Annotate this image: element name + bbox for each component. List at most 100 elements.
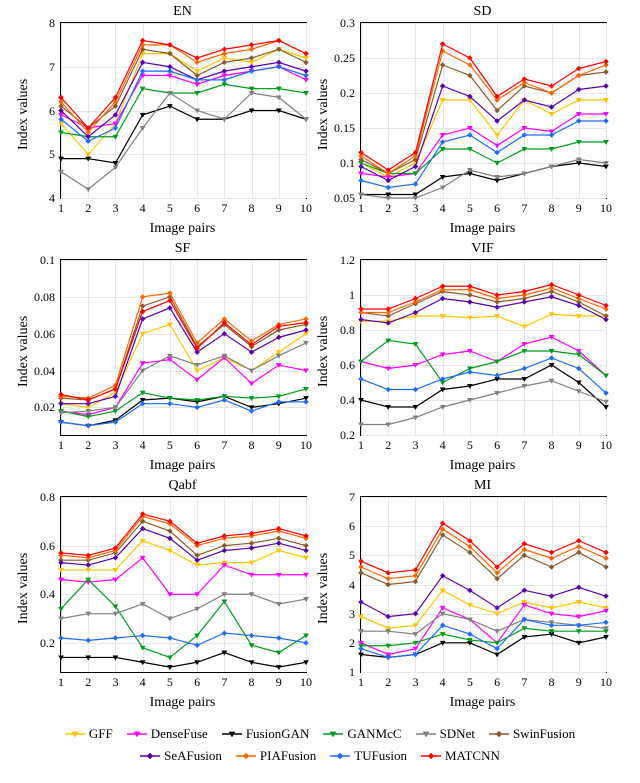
xtick: 7 <box>221 676 227 688</box>
xtick: 10 <box>600 202 612 214</box>
xtick: 5 <box>167 439 173 451</box>
ytick: 0.8 <box>40 491 55 503</box>
ytick: 5 <box>349 549 355 561</box>
xtick: 6 <box>494 676 500 688</box>
legend-swatch-icon <box>323 728 343 740</box>
xtick: 8 <box>549 439 555 451</box>
xtick: 6 <box>494 439 500 451</box>
markers-FusionGAN <box>359 161 609 197</box>
series-TUFusion <box>61 400 306 426</box>
xtick: 1 <box>358 202 364 214</box>
ytick: 4 <box>349 579 355 591</box>
xtick: 5 <box>467 439 473 451</box>
markers-MATCNN <box>359 521 609 576</box>
ytick: 0.04 <box>34 365 55 377</box>
ytick: 6 <box>49 105 55 117</box>
legend-swatch-icon <box>421 750 441 762</box>
legend-item-PIAFusion: PIAFusion <box>236 748 316 764</box>
markers-PIAFusion <box>59 291 309 401</box>
plot-area: 123456789100.20.40.60.811.2 <box>360 259 607 436</box>
markers-TUFusion <box>59 64 309 143</box>
markers-SDNet <box>59 592 309 621</box>
xtick: 5 <box>167 202 173 214</box>
legend-item-FusionGAN: FusionGAN <box>222 726 310 742</box>
xtick: 8 <box>249 676 255 688</box>
ytick: 0.05 <box>334 192 355 204</box>
legend-label: GFF <box>89 726 113 742</box>
x-axis-label: Image pairs <box>360 458 605 474</box>
xtick: 2 <box>85 676 91 688</box>
ytick: 0.2 <box>340 429 355 441</box>
subplot-mi: 123456789101234567MIImage pairsIndex val… <box>360 496 605 671</box>
xtick: 7 <box>521 439 527 451</box>
legend-label: GANMcC <box>347 726 401 742</box>
ytick: 0.2 <box>40 637 55 649</box>
x-axis-label: Image pairs <box>60 695 305 711</box>
series-MATCNN <box>361 285 606 310</box>
series-SDNet <box>61 594 306 618</box>
legend-item-MATCNN: MATCNN <box>421 748 500 764</box>
markers-SwinFusion <box>359 289 609 319</box>
xtick: 9 <box>276 202 282 214</box>
series-GFF <box>361 100 606 177</box>
xtick: 4 <box>140 439 146 451</box>
legend-label: SeAFusion <box>164 748 222 764</box>
ytick: 1 <box>349 666 355 678</box>
plot-area: 1234567891045678 <box>60 22 307 199</box>
y-axis-label: Index values <box>16 552 32 623</box>
series-TUFusion <box>61 633 306 645</box>
legend-item-SeAFusion: SeAFusion <box>140 748 222 764</box>
xtick: 3 <box>412 439 418 451</box>
legend-label: PIAFusion <box>260 748 316 764</box>
markers-FusionGAN <box>59 651 309 670</box>
xtick: 2 <box>385 439 391 451</box>
xtick: 4 <box>140 202 146 214</box>
subplot-title: MI <box>360 478 605 494</box>
series-svg <box>61 23 306 198</box>
plot-area: 123456789100.020.040.060.080.1 <box>60 259 307 436</box>
series-svg <box>61 497 306 672</box>
series-DenseFuse <box>361 337 606 376</box>
series-GFF <box>61 324 306 407</box>
ytick: 1.2 <box>340 254 355 266</box>
figure: 1234567891045678ENImage pairsIndex value… <box>0 0 640 783</box>
series-svg <box>361 260 606 435</box>
series-svg <box>361 497 606 672</box>
ytick: 0.08 <box>34 291 55 303</box>
series-SeAFusion <box>361 297 606 323</box>
markers-FusionGAN <box>59 104 309 165</box>
xtick: 5 <box>467 202 473 214</box>
xtick: 7 <box>221 439 227 451</box>
markers-GANMcC <box>359 140 609 176</box>
ytick: 8 <box>49 17 55 29</box>
markers-TUFusion <box>359 617 609 660</box>
ytick: 0.2 <box>340 87 355 99</box>
x-axis-label: Image pairs <box>360 695 605 711</box>
xtick: 6 <box>194 202 200 214</box>
legend-label: FusionGAN <box>246 726 310 742</box>
ytick: 3 <box>349 608 355 620</box>
xtick: 10 <box>300 676 312 688</box>
ytick: 5 <box>49 148 55 160</box>
subplot-title: SF <box>60 241 305 257</box>
legend: GFFDenseFuseFusionGANGANMcCSDNetSwinFusi… <box>40 726 600 764</box>
xtick: 10 <box>300 202 312 214</box>
subplot-en: 1234567891045678ENImage pairsIndex value… <box>60 22 305 197</box>
legend-swatch-icon <box>330 750 350 762</box>
markers-MATCNN <box>359 42 609 173</box>
plot-area: 123456789101234567 <box>360 496 607 673</box>
markers-SDNet <box>359 379 609 427</box>
subplot-title: Qabf <box>60 478 305 494</box>
xtick: 4 <box>440 439 446 451</box>
xtick: 8 <box>249 202 255 214</box>
series-TUFusion <box>61 67 306 141</box>
xtick: 9 <box>276 676 282 688</box>
y-axis-label: Index values <box>316 552 332 623</box>
markers-FusionGAN <box>359 632 609 660</box>
ytick: 0.3 <box>340 17 355 29</box>
series-DenseFuse <box>61 358 306 415</box>
markers-SDNet <box>59 91 309 192</box>
plot-area: 123456789100.050.10.150.20.250.3 <box>360 22 607 199</box>
ytick: 2 <box>349 637 355 649</box>
xtick: 10 <box>300 439 312 451</box>
